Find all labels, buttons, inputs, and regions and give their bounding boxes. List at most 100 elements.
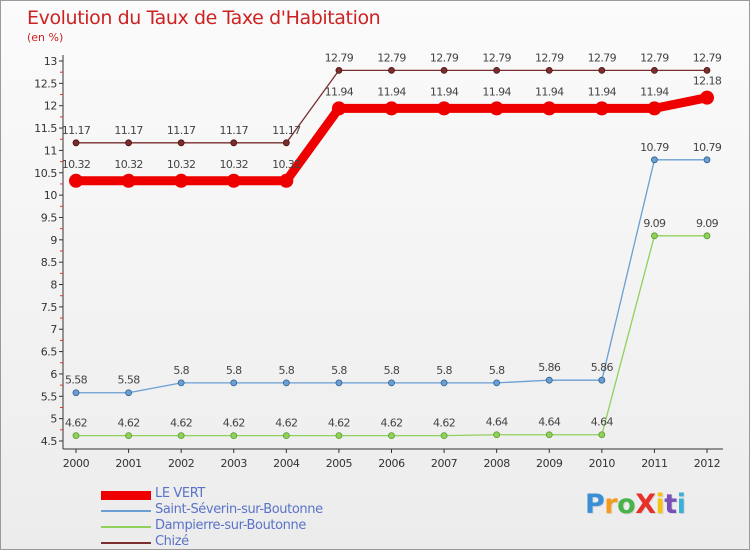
data-point — [72, 432, 80, 440]
data-label: 5.86 — [591, 361, 614, 374]
data-label: 11.94 — [430, 85, 459, 98]
y-tick-label: 7.5 — [41, 301, 58, 314]
data-point — [489, 101, 504, 116]
data-point — [545, 66, 553, 74]
data-label: 5.8 — [489, 364, 505, 377]
data-point — [121, 173, 136, 188]
x-tick-label: 2004 — [273, 457, 300, 470]
data-label: 11.17 — [272, 124, 301, 137]
data-point — [545, 376, 553, 384]
data-label: 11.17 — [114, 124, 143, 137]
legend-swatch — [101, 510, 151, 512]
data-point — [282, 379, 290, 387]
data-label: 4.64 — [591, 416, 614, 429]
x-tick-label: 2006 — [378, 457, 405, 470]
data-label: 12.79 — [482, 51, 511, 64]
data-point — [279, 173, 294, 188]
data-point — [651, 156, 658, 164]
x-tick-label: 2000 — [63, 457, 90, 470]
data-label: 5.86 — [538, 361, 561, 374]
x-tick-label: 2012 — [694, 457, 720, 470]
data-label: 11.17 — [220, 124, 249, 137]
data-point — [331, 101, 346, 116]
x-tick-label: 2007 — [431, 457, 458, 470]
data-label: 5.8 — [331, 364, 347, 377]
series-line — [75, 159, 708, 394]
y-tick-label: 12 — [44, 100, 57, 113]
data-point — [230, 379, 238, 387]
data-point — [493, 431, 501, 439]
data-point — [72, 139, 80, 147]
y-tick-label: 5 — [50, 413, 57, 426]
data-label: 4.62 — [275, 417, 297, 430]
data-label: 12.79 — [325, 51, 354, 64]
data-point — [598, 376, 606, 384]
data-label: 4.62 — [380, 417, 402, 430]
data-point — [493, 379, 501, 387]
data-point — [72, 389, 80, 397]
data-label: 12.79 — [640, 51, 669, 64]
proxiti-logo: ProXiti — [585, 489, 686, 520]
y-tick-label: 13 — [44, 55, 58, 68]
data-point — [651, 66, 658, 74]
y-tick-label: 9 — [50, 234, 57, 247]
data-label: 10.79 — [693, 141, 722, 154]
data-point — [335, 66, 343, 74]
data-label: 5.8 — [436, 364, 452, 377]
x-tick-label: 2002 — [168, 457, 194, 470]
data-point — [703, 156, 711, 164]
data-label: 4.62 — [118, 417, 140, 430]
x-tick-label: 2010 — [589, 457, 616, 470]
data-label: 4.64 — [486, 416, 509, 429]
data-label: 12.18 — [693, 75, 722, 88]
data-label: 5.58 — [118, 374, 141, 387]
data-label: 11.94 — [535, 85, 564, 98]
y-tick-label: 11 — [44, 144, 57, 157]
data-label: 10.32 — [272, 158, 301, 171]
data-point — [598, 66, 606, 74]
data-label: 10.32 — [220, 158, 249, 171]
y-tick-label: 6.5 — [41, 346, 58, 359]
data-point — [598, 431, 606, 439]
data-label: 4.62 — [433, 417, 455, 430]
data-label: 9.09 — [696, 217, 719, 230]
data-point — [440, 432, 448, 440]
data-label: 11.94 — [325, 85, 354, 98]
y-tick-label: 10 — [44, 189, 58, 202]
data-point — [282, 139, 290, 147]
y-tick-label: 6 — [50, 368, 57, 381]
data-label: 11.94 — [377, 85, 406, 98]
chart-subtitle: (en %) — [27, 31, 64, 44]
data-label: 12.79 — [377, 51, 406, 64]
data-point — [125, 389, 132, 397]
data-point — [437, 101, 452, 116]
series-lines — [69, 66, 714, 440]
data-point — [335, 379, 343, 387]
data-label: 11.94 — [588, 85, 617, 98]
y-tick-label: 5.5 — [41, 390, 58, 403]
logo-letter: X — [635, 489, 656, 520]
y-tick-label: 7 — [50, 323, 57, 336]
y-tick-label: 9.5 — [41, 211, 58, 224]
data-label: 5.8 — [173, 364, 189, 377]
legend-swatch — [101, 542, 151, 544]
data-point — [651, 232, 658, 240]
legend-label: Chizé — [155, 534, 189, 549]
data-point — [226, 173, 241, 188]
data-label: 4.62 — [65, 417, 87, 430]
data-label: 4.62 — [328, 417, 350, 430]
data-point — [177, 432, 185, 440]
data-point — [230, 139, 238, 147]
legend-swatch — [101, 526, 151, 528]
series-data-labels: 10.32 10.32 10.32 10.32 10.32 11.94 11.94 11.94… — [62, 51, 723, 430]
logo-letter: r — [604, 489, 618, 520]
legend-label: LE VERT — [155, 486, 205, 501]
data-label: 12.79 — [588, 51, 617, 64]
x-tick-label: 2001 — [115, 457, 141, 470]
data-label: 5.8 — [278, 364, 294, 377]
data-point — [69, 173, 83, 188]
data-point — [388, 432, 395, 440]
data-point — [177, 379, 185, 387]
data-label: 11.17 — [62, 124, 91, 137]
